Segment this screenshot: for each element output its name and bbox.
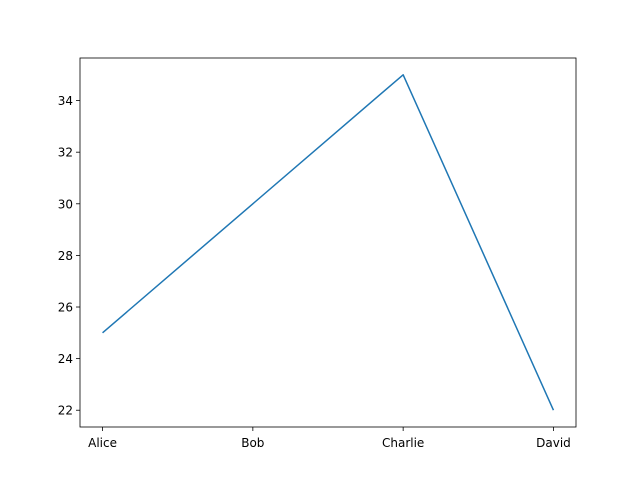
y-tick-label: 22 [58,404,73,418]
y-tick-label: 34 [58,94,73,108]
series-line-0 [102,74,555,411]
y-tick-label: 30 [58,197,73,211]
y-tick-label: 24 [58,352,73,366]
axes-frame [79,57,577,428]
x-tick-label: Alice [88,436,117,450]
y-tick-label: 32 [58,146,73,160]
x-tick-label: Charlie [382,436,424,450]
y-tick-label: 28 [58,249,73,263]
x-tick-label: David [536,436,571,450]
y-tick-label: 26 [58,301,73,315]
x-tick-label: Bob [241,436,264,450]
plot-area: Alice Bob Charlie David 22 24 26 28 30 32 34 [58,57,577,450]
